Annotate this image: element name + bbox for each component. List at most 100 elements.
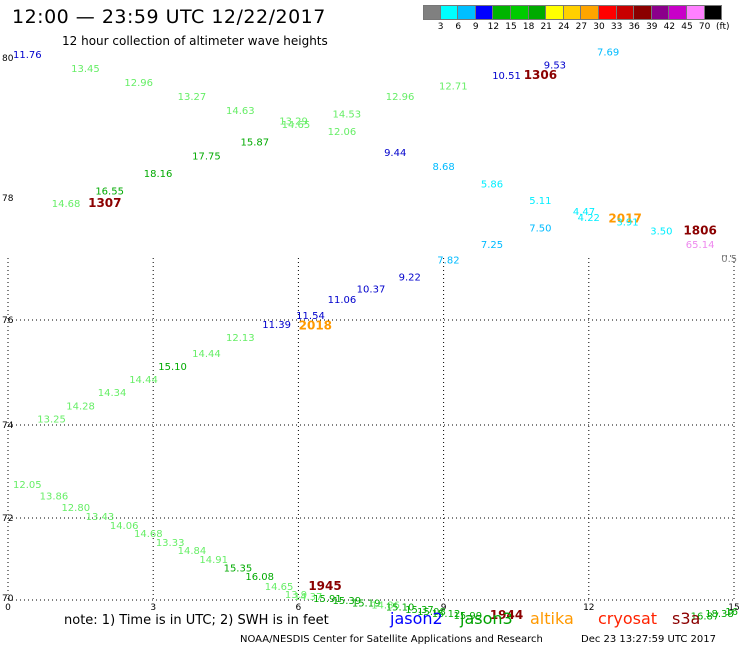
x-tick-label: 9 — [441, 603, 447, 613]
pass-time-label: 2018 — [299, 318, 332, 332]
wave-height-label: 11.54 — [296, 311, 325, 322]
color-scale-unit: (ft) — [716, 22, 730, 32]
wave-height-label: 15.99 — [453, 611, 482, 622]
color-scale-label: 39 — [646, 22, 658, 32]
pass-time-label: 1945 — [308, 579, 341, 593]
color-scale-label: 6 — [455, 22, 462, 32]
wave-height-label: 16 — [725, 607, 738, 618]
color-scale-swatch — [669, 5, 687, 20]
wave-height-label: 15.87 — [241, 138, 270, 149]
wave-height-label: 13.29 — [279, 117, 308, 128]
x-tick-label: 12 — [583, 603, 594, 613]
wave-height-label: 12.13 — [226, 333, 255, 344]
wave-height-label: 14.28 — [66, 401, 95, 412]
color-scale-label: 42 — [663, 22, 676, 32]
wave-height-label: 13.9 — [285, 590, 307, 601]
wave-height-label: 7.69 — [597, 48, 619, 59]
wave-height-label: 12.80 — [61, 503, 90, 514]
color-scale-label: 18 — [522, 22, 535, 32]
wave-height-label: 11.06 — [328, 295, 357, 306]
wave-height-label: 9.53 — [544, 61, 566, 72]
wave-height-label: 14.44 — [192, 349, 221, 360]
color-scale-swatch — [423, 5, 441, 20]
legend-item-jason2: jason2 — [390, 609, 443, 628]
wave-height-label: 3.91 — [616, 217, 638, 228]
wave-height-label: 12.96 — [124, 78, 153, 89]
color-scale-label: 9 — [472, 22, 479, 32]
wave-height-label: 15.37 — [405, 605, 434, 616]
color-scale-swatch — [651, 5, 670, 20]
color-scale-swatch — [634, 5, 652, 20]
wave-height-label: 13.45 — [71, 64, 100, 75]
wave-height-label: 5.86 — [481, 180, 503, 191]
color-scale-swatch — [563, 5, 582, 20]
grid-layer — [7, 255, 735, 601]
wave-height-label: 3.50 — [650, 227, 672, 238]
color-scale-label: 70 — [698, 22, 711, 32]
wave-height-label: 14.86 — [371, 601, 400, 612]
x-tick-label: 0 — [5, 603, 11, 613]
wave-height-label: 15.10 — [386, 603, 415, 614]
wave-height-label: 14.68 — [52, 199, 81, 210]
wave-height-label: 16.55 — [95, 187, 124, 198]
wave-height-label: 7.25 — [481, 240, 503, 251]
color-scale-label: 3 — [437, 22, 444, 32]
wave-height-label: 8.68 — [432, 162, 454, 173]
color-scale-labels: 3 6 9 12 15 18 21 24 27 30 33 36 39 42 45 70 — [423, 22, 740, 34]
color-scale-swatch — [686, 5, 705, 20]
wave-height-label: 12.96 — [386, 92, 415, 103]
y-tick-label: 78 — [2, 194, 14, 204]
color-scale-label: 24 — [558, 22, 570, 32]
wave-height-label: 9.44 — [384, 148, 406, 159]
legend-item-altika: altika — [530, 609, 574, 628]
wave-height-label: 17.75 — [192, 152, 221, 163]
wave-height-label: 15.19 — [352, 598, 381, 609]
color-scale-bar — [423, 5, 723, 20]
color-scale-swatch — [510, 5, 529, 20]
wave-height-label: 4.22 — [578, 213, 600, 224]
wave-height-label: 4.47 — [573, 207, 595, 218]
pass-time-label: 1306 — [524, 68, 557, 82]
wave-height-label: 14.84 — [178, 546, 207, 557]
footer-credit: NOAA/NESDIS Center for Satellite Applica… — [240, 634, 543, 645]
wave-height-label: 13.27 — [178, 92, 207, 103]
wave-height-label: 15.91 — [313, 594, 342, 605]
wave-height-label: 14.63 — [226, 106, 255, 117]
wave-height-label: 15.39 — [332, 596, 361, 607]
color-scale-label: 30 — [593, 22, 605, 32]
wave-height-label: 15.35 — [224, 564, 253, 575]
wave-height-label: 14.53 — [332, 110, 361, 121]
x-tick-label: 15 — [728, 603, 739, 613]
footer-note: note: 1) Time is in UTC; 2) SWH is in fe… — [64, 613, 329, 628]
wave-height-label: 14.68 — [134, 529, 163, 540]
y-tick-label: 72 — [2, 514, 13, 524]
wave-height-label: 15.08 — [417, 607, 446, 618]
color-scale-swatch — [475, 5, 494, 20]
pass-time-label: 2017 — [608, 211, 641, 225]
wave-height-label: 15.10 — [158, 362, 187, 373]
wave-height-label: 14.06 — [110, 521, 139, 532]
y-tick-label: 70 — [2, 594, 14, 604]
wave-height-label: 0.5 — [721, 254, 737, 265]
wave-height-label: 16.08 — [245, 572, 274, 583]
color-scale-label: 15 — [505, 22, 517, 32]
wave-height-label: 12.06 — [328, 127, 357, 138]
x-tick-label: 6 — [296, 603, 302, 613]
color-scale-swatch — [458, 5, 476, 20]
wave-height-label: 14.65 — [282, 120, 311, 131]
color-scale-swatch — [616, 5, 635, 20]
color-scale-swatch — [493, 5, 511, 20]
color-scale-swatch — [546, 5, 564, 20]
y-tick-label: 80 — [2, 54, 14, 64]
color-scale-label: 36 — [628, 22, 640, 32]
color-scale-label: 45 — [681, 22, 693, 32]
pass-time-label: 1806 — [683, 224, 716, 238]
wave-height-label: 14.44 — [129, 375, 158, 386]
axis-layer: 0 3 6 9 12 15 70 72 74 76 78 80 — [2, 54, 740, 613]
wave-height-label: 16.87 — [691, 612, 720, 623]
wave-height-label: 10.51 — [492, 71, 521, 82]
wave-height-label: 5.11 — [529, 196, 551, 207]
wave-height-label: 18.38 — [705, 609, 734, 620]
y-tick-label: 76 — [2, 316, 14, 326]
wave-height-label: 14.91 — [199, 555, 228, 566]
